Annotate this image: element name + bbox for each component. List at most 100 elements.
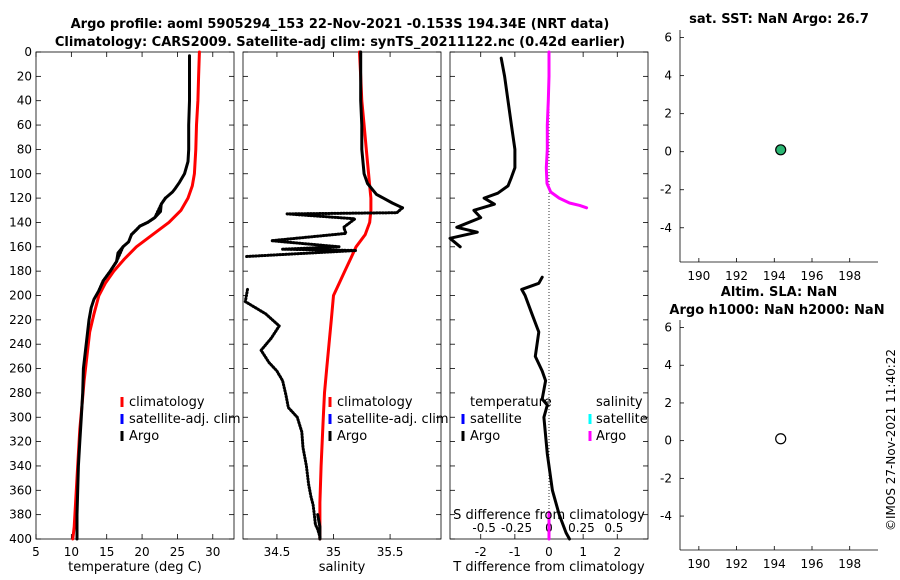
depth-ytick-label: 260 [9,362,32,376]
temperature-xtick-label: 15 [99,545,114,559]
sdiff-legend-label: Argo [596,429,626,444]
salinity-climatology-line [318,50,373,541]
salinity-legend-label: satellite-adj. clim [337,412,449,427]
sst-ytick-label: 4 [664,69,672,83]
temperature-legend-label: climatology [129,395,205,410]
depth-ytick-label: 300 [9,410,32,424]
sdiff-xtick-label: -0.25 [501,521,532,535]
title-line-1: Argo profile: aoml 5905294_153 22-Nov-20… [71,17,610,32]
temperature-xtick-label: 5 [32,545,40,559]
tdiff-legend-label: satellite [470,412,522,427]
salinity-argo-line [359,50,404,210]
salinity-axes-frame [242,51,442,540]
sla-xtick-label: 192 [725,557,748,571]
depth-ytick-label: 160 [9,240,32,254]
sla-xtick-label: 190 [687,557,710,571]
salinity-legend-label: climatology [337,395,413,410]
temperature-diff-argo-deep-line [520,275,571,541]
depth-ytick-label: 140 [9,215,32,229]
sst-xtick-label: 198 [838,269,861,283]
depth-ytick-label: 240 [9,337,32,351]
tdiff-xtick-label: 2 [613,545,621,559]
sdiff-xtick-label: 0.5 [604,521,623,535]
depth-ytick-label: 180 [9,264,32,278]
tdiff-xtick-label: -1 [509,545,521,559]
temperature-xtick-label: 25 [170,545,185,559]
temperature-xtick-label: 20 [134,545,149,559]
sst-ytick-label: -4 [660,221,672,235]
sst-xtick-label: 190 [687,269,710,283]
tdiff-legend-label: Argo [470,429,500,444]
depth-ytick-label: 340 [9,459,32,473]
depth-ytick-label: 40 [17,94,32,108]
sst-panel: 6 4 2 0 -2 -4 190 192 194 196 198 [660,30,878,283]
sla-ytick-label: 2 [664,396,672,410]
salinity-xlabel: salinity [319,560,366,575]
salinity-diff-argo-line [544,50,589,210]
sla-ytick-label: -2 [660,471,672,485]
temperature-legend-label: satellite-adj. clim [129,412,241,427]
sdiff-legend-title: salinity [596,395,643,410]
sdiff-xtick-label: -0.5 [472,521,495,535]
salinity-argo-bottom-line [316,513,322,541]
salinity-xtick-label: 34.5 [264,545,291,559]
depth-ytick-label: 360 [9,483,32,497]
depth-ytick-label: 400 [9,532,32,546]
temperature-axes-frame [35,51,235,540]
salinity-argo-dotted [244,206,404,258]
temperature-panel: 5 10 15 20 25 3002040608010012014016018020022… [9,45,241,559]
temperature-xlabel: temperature (deg C) [68,560,202,575]
temperature-xtick-label: 10 [64,545,79,559]
depth-ytick-label: 200 [9,289,32,303]
sst-ytick-label: 0 [664,145,672,159]
tdiff-xtick-label: 1 [579,545,587,559]
sla-panel: 6 4 2 0 -2 -4 190 192 194 196 198 [660,320,878,571]
tdiff-legend-title: temperature [470,395,552,410]
sst-title: sat. SST: NaN Argo: 26.7 [689,12,869,27]
salinity-legend-label: Argo [337,429,367,444]
salinity-panel: 34.5 35 35.5 climatology satellite-adj. clim… [242,50,449,559]
depth-ytick-label: 220 [9,313,32,327]
temperature-climatology-line [71,50,201,541]
depth-ytick-label: 0 [24,45,32,59]
temperature-legend-label: Argo [129,429,159,444]
temperature-diff-argo-line [448,56,517,249]
tdiff-xtick-label: 0 [545,545,553,559]
sdiff-xtick-label: 0.25 [568,521,595,535]
depth-ytick-label: 280 [9,386,32,400]
sst-point [775,144,787,156]
depth-ytick-label: 320 [9,435,32,449]
sdiff-top-xlabel: S difference from climatology [453,508,645,523]
title-line-2: Climatology: CARS2009. Satellite-adj cli… [55,35,625,50]
sla-title-2: Argo h1000: NaN h2000: NaN [669,303,884,318]
temperature-argo-line [75,54,191,541]
sla-ytick-label: 6 [664,321,672,335]
salinity-xtick-label: 35 [326,545,341,559]
sst-ytick-label: 2 [664,107,672,121]
sla-ytick-label: -4 [660,509,672,523]
sla-ytick-label: 4 [664,358,672,372]
depth-ytick-label: 80 [17,142,32,156]
sst-xtick-label: 194 [763,269,786,283]
depth-ytick-label: 60 [17,118,32,132]
temperature-xtick-label: 30 [205,545,220,559]
depth-ytick-label: 120 [9,191,32,205]
sst-ytick-label: 6 [664,31,672,45]
sla-xtick-label: 194 [763,557,786,571]
sst-xtick-label: 196 [801,269,824,283]
temperature-argo-dotted [97,245,125,293]
sst-xtick-label: 192 [725,269,748,283]
salinity-xtick-label: 35.5 [377,545,404,559]
difference-panel: -2 -1 0 1 2-0.5 -0.25 0 0.25 0.5temperaturesatel… [448,50,649,559]
copyright-footer: ©IMOS 27-Nov-2021 11:40:22 [884,349,898,531]
temperature-argo-dotted [130,196,167,237]
salinity-argo-deep-dotted [243,287,322,541]
depth-ytick-label: 380 [9,508,32,522]
depth-ytick-label: 20 [17,69,32,83]
tdiff-xtick-label: -2 [475,545,487,559]
sla-ytick-label: 0 [664,434,672,448]
sst-ytick-label: -2 [660,183,672,197]
sla-point [775,433,787,445]
sdiff-legend-label: satellite [596,412,648,427]
